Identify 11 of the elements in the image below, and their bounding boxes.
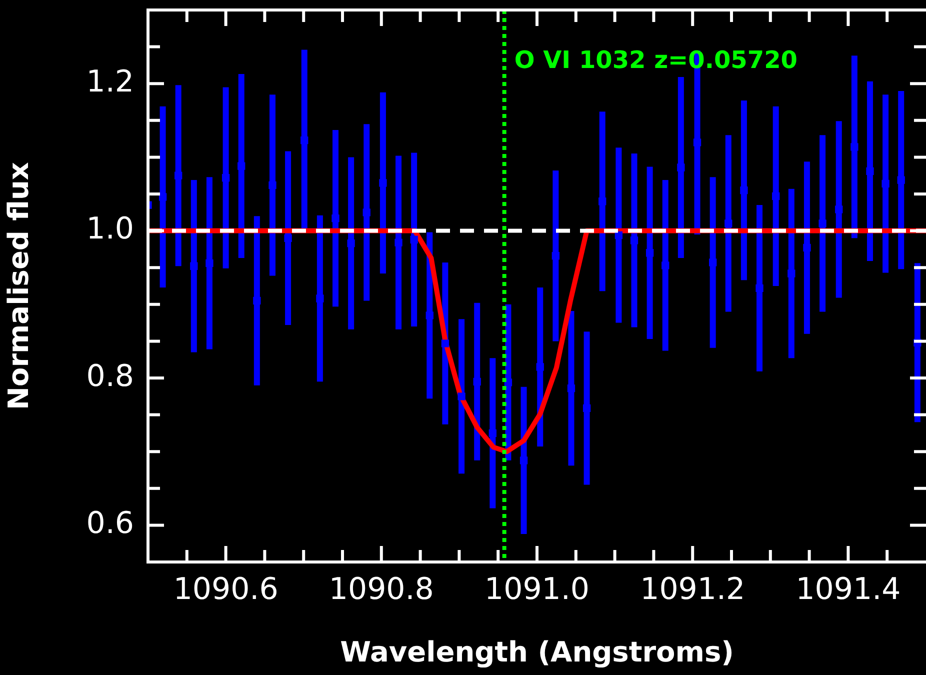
x-axis-title: Wavelength (Angstroms): [340, 635, 734, 668]
x-tick-label: 1091.4: [796, 572, 901, 607]
y-axis-title: Normalised flux: [2, 162, 36, 410]
x-tick-label: 1090.8: [328, 572, 434, 607]
y-tick-label: 1.0: [86, 212, 134, 247]
x-tick-label: 1090.6: [173, 572, 278, 607]
x-tick-label: 1091.0: [484, 572, 590, 607]
y-tick-label: 1.2: [86, 64, 134, 100]
y-tick-label: 0.6: [86, 506, 134, 541]
y-tick-label: 0.8: [86, 358, 134, 394]
x-tick-label: 1091.2: [640, 572, 746, 607]
